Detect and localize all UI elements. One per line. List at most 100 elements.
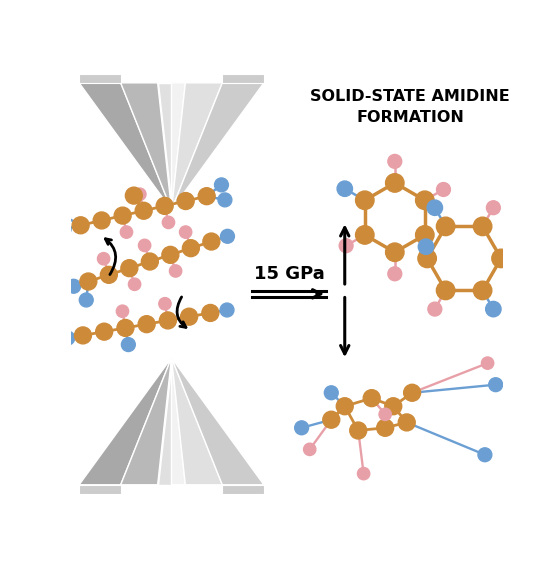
Circle shape	[181, 308, 198, 325]
Polygon shape	[79, 83, 171, 210]
Circle shape	[388, 155, 402, 168]
Polygon shape	[121, 358, 171, 485]
Circle shape	[218, 193, 232, 207]
Circle shape	[67, 279, 81, 293]
Circle shape	[159, 298, 171, 310]
Circle shape	[482, 357, 494, 369]
Circle shape	[93, 212, 110, 229]
Circle shape	[198, 188, 215, 205]
Polygon shape	[79, 74, 121, 83]
Circle shape	[202, 305, 219, 321]
Circle shape	[162, 216, 175, 229]
Circle shape	[138, 316, 155, 333]
Circle shape	[221, 229, 235, 243]
Polygon shape	[222, 485, 264, 493]
Polygon shape	[171, 358, 185, 485]
Circle shape	[385, 174, 404, 192]
Circle shape	[170, 265, 182, 277]
Circle shape	[478, 448, 492, 461]
Polygon shape	[158, 83, 171, 210]
Circle shape	[80, 293, 93, 307]
Circle shape	[385, 243, 404, 261]
Circle shape	[487, 201, 500, 215]
Circle shape	[350, 422, 367, 439]
Circle shape	[214, 178, 228, 192]
Circle shape	[122, 338, 136, 351]
Circle shape	[416, 191, 434, 210]
Circle shape	[74, 327, 91, 344]
Circle shape	[388, 267, 402, 281]
Circle shape	[114, 207, 131, 224]
Circle shape	[116, 305, 129, 318]
Circle shape	[72, 217, 89, 234]
Circle shape	[179, 226, 192, 238]
Circle shape	[128, 278, 141, 291]
Circle shape	[121, 260, 138, 277]
Polygon shape	[158, 358, 171, 485]
Circle shape	[437, 183, 450, 196]
Circle shape	[156, 197, 173, 214]
Polygon shape	[171, 358, 264, 485]
Polygon shape	[79, 485, 121, 493]
Circle shape	[138, 239, 151, 252]
Circle shape	[436, 217, 455, 235]
Circle shape	[183, 240, 199, 257]
Circle shape	[418, 239, 433, 255]
Circle shape	[377, 419, 394, 436]
Circle shape	[379, 408, 391, 420]
Circle shape	[428, 302, 442, 316]
Circle shape	[203, 233, 220, 250]
Circle shape	[363, 389, 380, 407]
Circle shape	[135, 202, 152, 219]
Polygon shape	[121, 83, 171, 210]
Circle shape	[57, 222, 71, 236]
Circle shape	[141, 253, 158, 270]
Circle shape	[398, 414, 415, 431]
Circle shape	[177, 193, 194, 210]
Circle shape	[356, 226, 374, 244]
Circle shape	[323, 411, 340, 428]
Circle shape	[160, 312, 176, 329]
Polygon shape	[79, 358, 171, 485]
Circle shape	[473, 217, 492, 235]
Circle shape	[385, 398, 402, 415]
Circle shape	[339, 239, 353, 253]
Circle shape	[162, 246, 179, 264]
Circle shape	[416, 226, 434, 244]
Circle shape	[492, 249, 510, 268]
Circle shape	[324, 386, 338, 400]
Circle shape	[100, 266, 117, 283]
Circle shape	[337, 181, 352, 196]
Polygon shape	[171, 83, 222, 210]
Circle shape	[336, 398, 353, 415]
Polygon shape	[171, 83, 185, 210]
Circle shape	[117, 319, 134, 337]
Circle shape	[80, 273, 97, 290]
Circle shape	[473, 281, 492, 300]
Circle shape	[357, 468, 370, 480]
Circle shape	[418, 249, 436, 268]
Circle shape	[404, 384, 421, 401]
Text: FORMATION: FORMATION	[356, 110, 464, 125]
Circle shape	[356, 191, 374, 210]
Circle shape	[97, 252, 110, 265]
Circle shape	[55, 209, 69, 222]
Circle shape	[516, 251, 532, 266]
Circle shape	[427, 200, 442, 215]
Circle shape	[220, 303, 234, 317]
Text: 15 GPa: 15 GPa	[254, 265, 324, 283]
Circle shape	[436, 281, 455, 300]
Circle shape	[61, 331, 74, 345]
Circle shape	[486, 301, 501, 317]
Text: SOLID-STATE AMIDINE: SOLID-STATE AMIDINE	[310, 89, 510, 104]
Circle shape	[295, 421, 309, 435]
Circle shape	[120, 226, 133, 238]
Circle shape	[125, 187, 142, 204]
Polygon shape	[171, 83, 264, 210]
Circle shape	[134, 188, 146, 201]
Circle shape	[489, 378, 503, 392]
Polygon shape	[171, 358, 222, 485]
Polygon shape	[222, 74, 264, 83]
Circle shape	[96, 323, 113, 340]
Circle shape	[304, 443, 316, 456]
